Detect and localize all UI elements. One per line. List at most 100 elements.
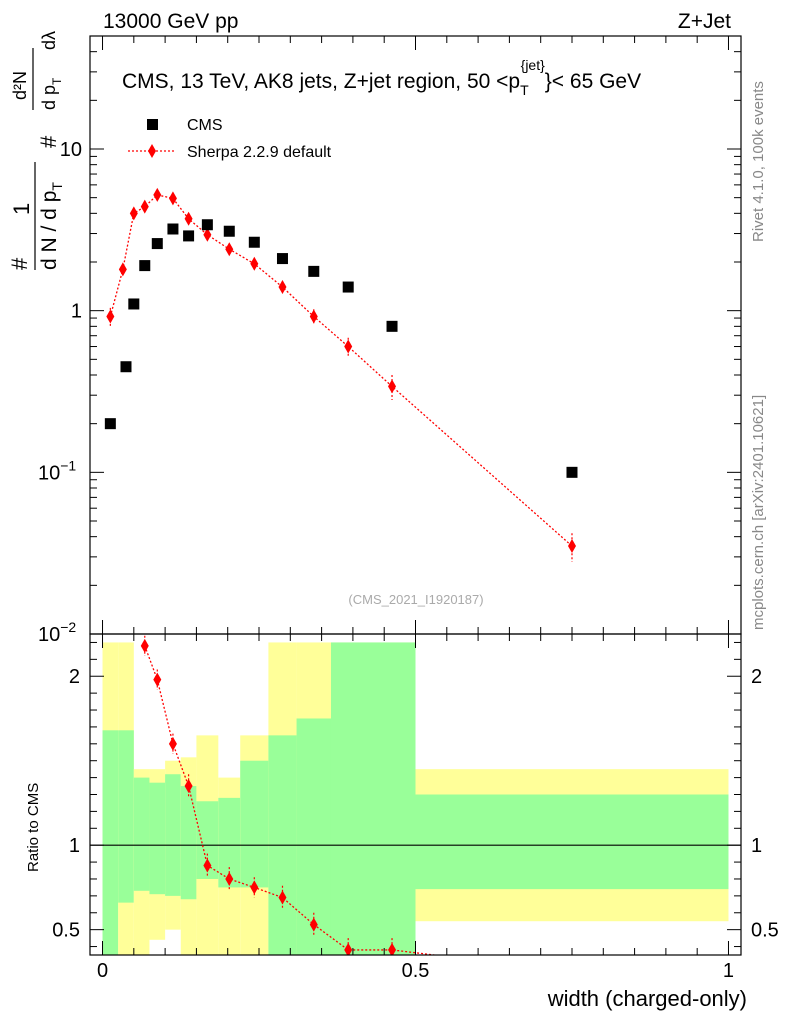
ratio-band-inner — [196, 801, 219, 879]
sherpa-point — [168, 191, 177, 206]
sherpa-line — [109, 194, 573, 547]
sherpa-point — [140, 199, 149, 214]
sherpa-curve — [109, 194, 573, 547]
ratio-band-inner — [180, 786, 197, 900]
cms-point — [566, 466, 578, 478]
ylabel-hash: # — [7, 257, 32, 270]
chart-title: CMS, 13 TeV, AK8 jets, Z+jet region, 50 … — [122, 57, 641, 98]
analysis-id: (CMS_2021_I1920187) — [348, 592, 483, 607]
ratio-point — [309, 917, 318, 932]
x-tick-label: 0 — [97, 960, 108, 982]
ylabel-dpt-sub: T — [50, 77, 64, 85]
ratio-point — [153, 672, 162, 687]
ratio-y-tick-label-left: 0.5 — [52, 920, 80, 942]
ratio-band-inner — [330, 642, 416, 955]
x-tick-label: 1 — [723, 960, 734, 982]
sherpa-points — [106, 187, 576, 562]
sherpa-point — [388, 379, 397, 394]
ratio-y-tick-label-left: 1 — [69, 835, 80, 857]
cms-point — [223, 225, 235, 237]
mcplots-label: mcplots.cern.ch [arXiv:2401.10621] — [750, 395, 767, 630]
cms-point — [248, 236, 260, 248]
ratio-band-inner — [415, 794, 729, 890]
legend-sherpa-label: Sherpa 2.2.9 default — [187, 144, 332, 161]
ratio-point — [388, 942, 397, 955]
ratio-point — [168, 736, 177, 751]
ratio-point — [278, 890, 287, 905]
ratio-band-inner — [118, 730, 134, 903]
ratio-point — [250, 880, 259, 895]
x-tick-labels: 0 0.5 1 — [97, 960, 734, 982]
sherpa-point — [184, 211, 193, 226]
legend-sherpa-marker — [148, 144, 156, 158]
chart-title-sub: T — [520, 82, 529, 98]
sherpa-point — [250, 256, 259, 271]
ylabel-dpt: d pT — [39, 77, 64, 110]
ylabel-d2n: d²N — [10, 71, 30, 100]
cms-point — [139, 260, 151, 272]
legend-cms-marker — [147, 119, 158, 130]
main-ticks — [90, 35, 741, 635]
ylabel-frac-den-sub: T — [49, 182, 65, 191]
ratio-sherpa-points — [140, 635, 397, 955]
sherpa-point — [344, 339, 353, 354]
cms-point — [151, 238, 163, 250]
sherpa-point — [153, 187, 162, 202]
main-y-axis-label: # 1 d N / d pT # d²N d pT dλ — [7, 31, 65, 270]
sherpa-point — [278, 280, 287, 295]
ratio-bands — [102, 642, 729, 955]
main-y-tick-label: 1 — [71, 301, 82, 323]
ratio-band-inner — [165, 774, 181, 896]
chart-title-main: CMS, 13 TeV, AK8 jets, Z+jet region, 50 … — [122, 70, 520, 93]
sherpa-point — [225, 242, 234, 257]
sherpa-point — [118, 262, 127, 277]
legend-cms-label: CMS — [187, 117, 223, 134]
main-y-tick-label: 10−2 — [38, 619, 76, 646]
main-y-tick-label: 10 — [60, 139, 82, 161]
ratio-y-tick-label-right: 0.5 — [751, 920, 779, 942]
ratio-point — [140, 638, 149, 653]
main-y-tick-label: 10−1 — [38, 457, 76, 484]
cms-point — [120, 361, 132, 373]
ratio-band-inner — [296, 718, 331, 955]
ratio-point — [344, 942, 353, 955]
cms-point — [104, 418, 116, 430]
ylabel-frac-num: 1 — [9, 203, 34, 215]
chart-title-sup: {jet} — [521, 57, 545, 73]
cms-point — [128, 298, 140, 310]
ylabel-dlambda: dλ — [39, 31, 59, 50]
main-y-tick-labels: 10 1 10−1 10−2 — [38, 139, 82, 646]
ratio-point — [184, 779, 193, 794]
cms-point — [276, 253, 288, 265]
ratio-band-inner — [240, 760, 269, 888]
ratio-y-tick-labels: 2 2 1 1 0.5 0.5 — [52, 666, 779, 941]
ratio-band-inner — [133, 777, 150, 891]
ylabel-frac-den-text: d N / d p — [38, 191, 61, 270]
ylabel-dpt-text: d p — [39, 85, 59, 110]
main-panel: 10 1 10−1 10−2 CMS, 13 TeV, AK8 jets, Z+jet… — [38, 35, 742, 646]
header-left: 13000 GeV pp — [103, 10, 238, 33]
cms-point — [201, 219, 213, 231]
ratio-point — [203, 858, 212, 873]
x-tick-label: 0.5 — [402, 960, 430, 982]
cms-point — [342, 281, 354, 293]
ratio-panel: 2 21 10.5 0.5 0 0.5 1 Ratio to CMS width (cha… — [25, 633, 779, 1011]
cms-point — [308, 265, 320, 277]
chart-title-tail: }< 65 GeV — [545, 70, 641, 93]
ratio-y-tick-label-left: 2 — [69, 666, 80, 688]
sherpa-point — [309, 309, 318, 324]
ratio-band-inner — [102, 730, 119, 955]
cms-point — [386, 320, 398, 332]
ratio-band-inner — [218, 797, 241, 888]
ratio-y-tick-label-right: 2 — [751, 666, 762, 688]
ratio-y-tick-label-right: 1 — [751, 835, 762, 857]
cms-point — [183, 230, 195, 242]
cms-point — [167, 223, 179, 235]
header-right: Z+Jet — [678, 10, 731, 33]
ratio-point — [225, 871, 234, 886]
ratio-y-axis-label: Ratio to CMS — [25, 783, 42, 872]
sherpa-point — [129, 206, 138, 221]
ratio-band-inner — [149, 782, 166, 895]
x-axis-label: width (charged-only) — [547, 986, 747, 1011]
